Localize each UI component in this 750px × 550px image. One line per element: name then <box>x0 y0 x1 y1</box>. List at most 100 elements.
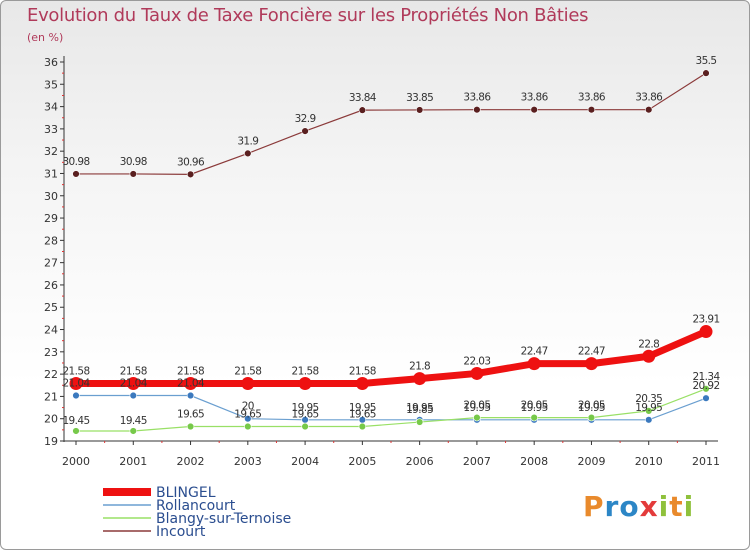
x-tick-label: 2007 <box>463 455 491 468</box>
y-tick-label: 19 <box>44 435 58 448</box>
data-point <box>244 149 252 158</box>
data-point <box>358 106 367 114</box>
data-point <box>72 391 80 400</box>
x-tick-label: 2011 <box>692 455 720 468</box>
data-label: 32.9 <box>295 113 316 125</box>
x-tick-label: 2006 <box>406 455 434 468</box>
data-label: 19.65 <box>234 409 261 421</box>
data-point <box>186 170 195 179</box>
x-tick-label: 2004 <box>291 455 319 468</box>
data-label: 21.58 <box>234 365 261 377</box>
data-label: 21.34 <box>692 371 720 383</box>
data-point <box>699 325 713 339</box>
data-label: 22.03 <box>463 355 490 367</box>
legend-label: BLINGEL <box>156 485 216 501</box>
data-point <box>645 106 653 114</box>
data-label: 35.5 <box>696 55 717 67</box>
data-point <box>72 427 80 435</box>
y-tick-label: 29 <box>44 212 58 225</box>
data-point <box>301 127 309 135</box>
data-label: 19.65 <box>292 409 319 421</box>
data-point <box>129 427 137 435</box>
y-tick-label: 20 <box>44 413 58 426</box>
data-point <box>241 376 255 390</box>
data-label: 19.95 <box>292 402 319 414</box>
x-tick-label: 2009 <box>577 455 605 468</box>
data-point <box>530 413 538 422</box>
data-point <box>473 413 481 422</box>
data-label: 22.47 <box>521 346 548 358</box>
y-tick-label: 33 <box>44 123 58 136</box>
data-label: 19.95 <box>635 402 662 414</box>
data-label: 30.96 <box>177 156 205 168</box>
legend-label: Blangy-sur-Ternoise <box>156 511 291 527</box>
data-point <box>72 170 80 178</box>
x-tick-label: 2008 <box>520 455 548 468</box>
unit-label: (en %) <box>27 31 64 44</box>
data-label: 33.86 <box>578 92 606 104</box>
data-label: 30.98 <box>62 156 89 168</box>
legend-label: Rollancourt <box>156 498 236 514</box>
data-label: 33.84 <box>349 92 377 104</box>
data-label: 21.58 <box>62 365 89 377</box>
data-label: 31.9 <box>237 135 258 147</box>
data-label: 33.85 <box>406 92 433 104</box>
y-tick-label: 26 <box>44 279 58 292</box>
data-point <box>415 418 424 426</box>
data-label: 19.95 <box>463 402 490 414</box>
data-label: 19.85 <box>406 404 433 416</box>
y-tick-label: 35 <box>44 78 58 91</box>
data-point <box>129 170 137 178</box>
data-label: 21.58 <box>349 365 376 377</box>
data-point <box>702 69 710 77</box>
proxiti-logo: Proxiti <box>583 490 695 523</box>
data-label: 21.04 <box>62 378 90 390</box>
data-label: 20.92 <box>692 380 719 392</box>
legend-swatch <box>103 488 151 496</box>
x-tick-label: 2000 <box>62 455 90 468</box>
data-label: 19.65 <box>349 409 376 421</box>
y-tick-label: 31 <box>44 167 58 180</box>
data-label: 19.45 <box>62 415 89 427</box>
data-point <box>184 376 198 390</box>
x-tick-label: 2010 <box>635 455 663 468</box>
data-point <box>587 106 596 114</box>
data-label: 20.05 <box>463 400 490 412</box>
data-point <box>129 391 137 400</box>
data-point <box>358 422 367 431</box>
data-label: 21.58 <box>177 365 204 377</box>
data-label: 22.8 <box>638 338 659 350</box>
series-line-BLINGEL <box>72 328 710 387</box>
data-label: 20 <box>242 401 254 413</box>
y-tick-label: 24 <box>44 324 58 337</box>
y-tick-label: 21 <box>44 390 58 403</box>
data-label: 19.95 <box>578 402 605 414</box>
data-label: 19.95 <box>349 402 376 414</box>
x-tick-label: 2003 <box>234 455 262 468</box>
data-label: 21.58 <box>292 365 319 377</box>
data-point <box>69 376 83 390</box>
series-line-Blangy-sur-Ternoise <box>76 388 707 432</box>
data-point <box>584 357 598 371</box>
data-point <box>298 376 312 390</box>
data-point <box>415 106 424 114</box>
data-point <box>301 422 309 431</box>
data-label: 21.04 <box>120 378 148 390</box>
data-label: 19.95 <box>406 402 433 414</box>
y-tick-label: 22 <box>44 368 58 381</box>
y-tick-label: 30 <box>44 190 58 203</box>
data-point <box>473 106 481 114</box>
x-tick-label: 2001 <box>119 455 147 468</box>
data-point <box>527 357 541 371</box>
data-label: 19.65 <box>177 409 204 421</box>
data-point <box>530 106 538 114</box>
data-point <box>587 413 596 422</box>
series-line-Rollancourt <box>76 394 707 421</box>
x-tick-label: 2002 <box>177 455 205 468</box>
data-label: 20.05 <box>578 400 605 412</box>
y-tick-label: 34 <box>44 101 58 114</box>
data-label: 33.86 <box>635 92 663 104</box>
data-point <box>355 376 369 390</box>
x-tick-label: 2005 <box>348 455 376 468</box>
